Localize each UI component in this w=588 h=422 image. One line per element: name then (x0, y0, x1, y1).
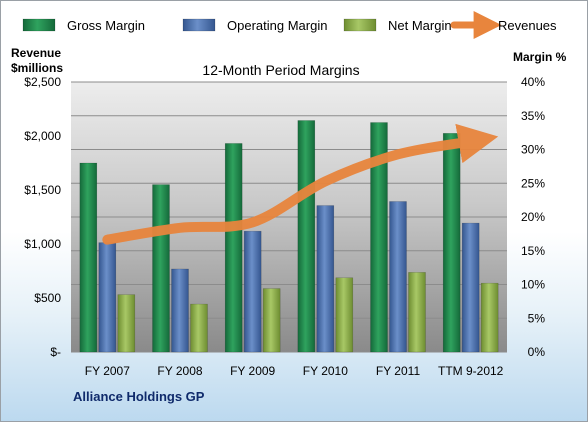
legend-swatch (22, 18, 56, 32)
right-tick-label: 5% (528, 311, 546, 325)
category-label: TTM 9-2012 (438, 364, 504, 378)
legend-label: Operating Margin (227, 18, 327, 33)
net-margin-bar (480, 282, 499, 353)
category-label: FY 2007 (85, 364, 130, 378)
right-tick-label: 35% (521, 109, 545, 123)
net-margin-bar (262, 288, 281, 353)
legend-swatch (182, 18, 216, 32)
operating-margin-bar (98, 242, 117, 353)
axes-group: 0% 5% 10% 15% 20% 25% 30% 35% 40% $- $500 $1,000 $1,… (24, 75, 545, 378)
gross-margin-bar (442, 133, 461, 353)
right-tick-label: 10% (521, 278, 545, 292)
gross-margin-bar (224, 143, 243, 353)
category-label: FY 2008 (157, 364, 202, 378)
company-name: Alliance Holdings GP (73, 389, 205, 404)
operating-margin-bar (171, 268, 189, 353)
right-tick-label: 15% (521, 244, 545, 258)
right-tick-label: 40% (521, 75, 545, 89)
right-axis-title: Margin % (513, 50, 567, 64)
left-tick-label: $1,500 (24, 183, 61, 197)
left-tick-label: $2,500 (24, 75, 61, 89)
operating-margin-bar (316, 205, 335, 353)
left-axis-title-line1: Revenue (11, 46, 61, 60)
gross-margin-bar (79, 162, 98, 353)
category-label: FY 2011 (376, 364, 421, 378)
right-tick-label: 30% (521, 143, 545, 157)
net-margin-bar (408, 272, 426, 353)
right-tick-label: 20% (521, 210, 545, 224)
right-tick-label: 25% (521, 176, 545, 190)
legend-label: Net Margin (388, 18, 452, 33)
net-margin-bar (335, 277, 354, 353)
left-axis-title-line2: $millions (11, 61, 63, 75)
left-tick-label: $500 (34, 291, 61, 305)
operating-margin-bar (389, 201, 407, 353)
legend-label: Revenues (498, 18, 557, 33)
gross-margin-bar (152, 184, 170, 353)
category-label: FY 2009 (230, 364, 275, 378)
net-margin-bar (117, 294, 136, 353)
legend-label: Gross Margin (67, 18, 145, 33)
net-margin-bar (190, 303, 208, 353)
gross-margin-bar (370, 122, 388, 353)
legend-swatch (343, 18, 377, 32)
category-label: FY 2010 (303, 364, 348, 378)
left-tick-label: $- (50, 345, 61, 359)
operating-margin-bar (243, 230, 262, 353)
gross-margin-bar (297, 120, 316, 353)
chart-title: 12-Month Period Margins (202, 62, 359, 78)
left-tick-label: $2,000 (24, 129, 61, 143)
left-tick-label: $1,000 (24, 237, 61, 251)
operating-margin-bar (461, 222, 480, 353)
right-tick-label: 0% (528, 345, 546, 359)
legend: Gross Margin Operating Margin Net Margin Re… (22, 11, 557, 39)
revenue-line (102, 123, 499, 245)
revenue-line-group (102, 123, 499, 245)
